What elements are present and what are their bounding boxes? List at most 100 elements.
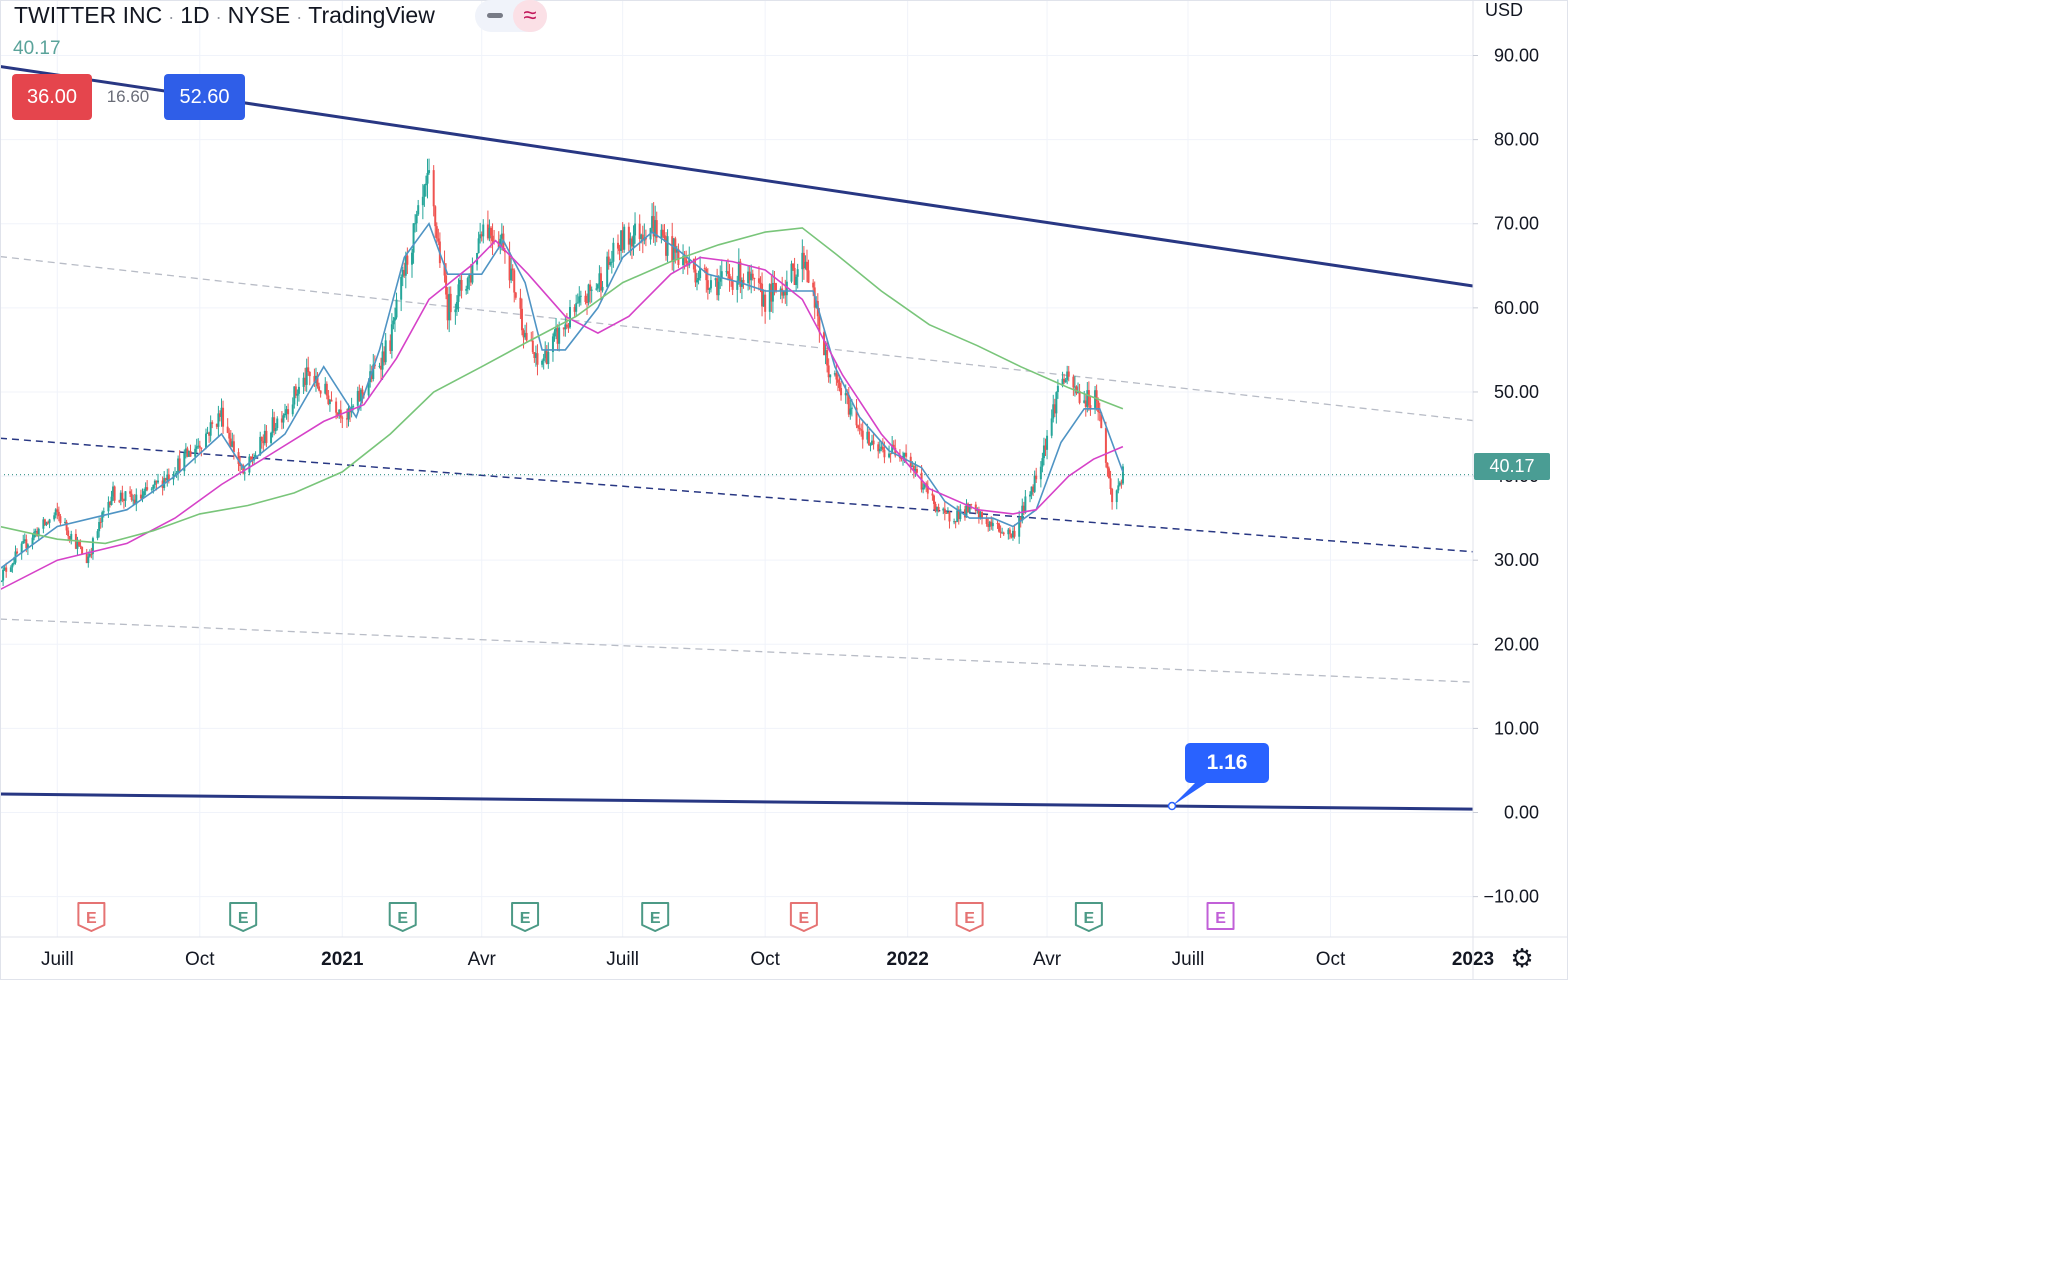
price-scale[interactable] xyxy=(1473,0,1568,980)
candle xyxy=(1120,479,1123,489)
candle xyxy=(638,214,641,251)
earnings-marker[interactable]: E xyxy=(955,902,984,932)
candle-body xyxy=(359,389,362,402)
time-scale[interactable] xyxy=(0,937,1568,980)
candle xyxy=(607,249,610,270)
earnings-marker[interactable]: E xyxy=(1074,902,1103,932)
approx-wave-icon[interactable]: ≈ xyxy=(513,0,547,32)
candle xyxy=(459,275,462,297)
candle-body xyxy=(957,510,960,520)
candle-body xyxy=(796,269,799,277)
candle-body xyxy=(59,516,62,524)
earnings-marker[interactable]: E xyxy=(511,902,540,932)
candle xyxy=(985,515,988,527)
earnings-marker[interactable]: E xyxy=(1206,902,1235,930)
candle-body xyxy=(1042,445,1045,459)
candle xyxy=(598,265,601,293)
candle-body xyxy=(858,427,861,430)
candle xyxy=(479,222,482,244)
candle-body xyxy=(840,387,843,396)
candle-body xyxy=(793,267,796,285)
low-value-box[interactable]: 36.00 xyxy=(12,74,92,120)
interval-label[interactable]: 1D xyxy=(180,2,210,28)
earnings-marker[interactable]: E xyxy=(388,902,417,932)
earnings-marker[interactable]: E xyxy=(641,902,670,932)
trendline-value-callout[interactable]: 1.16 xyxy=(1185,743,1269,783)
candle xyxy=(1041,452,1044,473)
candle-body xyxy=(177,458,180,474)
candle-body xyxy=(618,248,621,251)
candle-body xyxy=(1095,390,1098,401)
current-price-tag: 40.17 xyxy=(1474,453,1550,480)
candle-body xyxy=(466,278,469,289)
candle xyxy=(283,403,286,418)
candle xyxy=(302,372,305,395)
candle xyxy=(762,289,765,307)
earnings-marker[interactable]: E xyxy=(229,902,258,932)
candle-body xyxy=(632,235,635,247)
x-tick-label: 2021 xyxy=(321,949,364,970)
candle-body xyxy=(1011,530,1014,538)
x-tick-label: 2023 xyxy=(1452,949,1494,970)
candle-body xyxy=(144,487,147,492)
candle-body xyxy=(926,486,929,494)
candle-body xyxy=(307,367,310,372)
candle-body xyxy=(1075,386,1078,394)
candle-body xyxy=(697,277,700,280)
candle xyxy=(294,383,297,399)
candle-body xyxy=(195,446,198,449)
candle xyxy=(835,362,838,386)
trendline-0[interactable] xyxy=(0,64,1474,288)
candle-body xyxy=(347,408,350,420)
candle-body xyxy=(869,444,872,446)
candle xyxy=(757,266,760,291)
candle xyxy=(205,428,208,450)
symbol-header[interactable]: TWITTER INC · 1D · NYSE · TradingView xyxy=(14,2,435,29)
candle xyxy=(937,503,940,513)
candle-body xyxy=(661,229,664,236)
x-tick-label: Avr xyxy=(1033,949,1062,970)
candle-body xyxy=(1013,530,1016,537)
candle-body xyxy=(330,399,333,402)
candle xyxy=(855,399,858,429)
trendline-anchor[interactable] xyxy=(1167,801,1177,811)
candle-body xyxy=(742,279,745,284)
candle-body xyxy=(784,291,787,296)
trendline-1[interactable] xyxy=(0,792,1474,811)
candle-body xyxy=(25,539,28,549)
candle xyxy=(435,222,438,244)
candle-body xyxy=(807,270,810,283)
symbol-name[interactable]: TWITTER INC xyxy=(14,2,163,28)
candle xyxy=(144,482,147,496)
trendline-4[interactable] xyxy=(0,618,1474,683)
earnings-marker[interactable]: E xyxy=(77,902,106,932)
trendline-2[interactable] xyxy=(0,437,1474,553)
candle-body xyxy=(782,291,785,296)
candle xyxy=(838,375,841,392)
candle-body xyxy=(860,429,863,431)
candle-body xyxy=(53,515,56,520)
candle-body xyxy=(598,273,601,285)
candle-body xyxy=(393,317,396,321)
candle xyxy=(228,428,231,446)
candle-body xyxy=(923,483,926,488)
candle xyxy=(218,410,221,422)
gear-icon[interactable]: ⚙ xyxy=(1510,943,1534,973)
candle xyxy=(414,214,417,233)
minus-icon[interactable] xyxy=(487,13,503,18)
currency-label[interactable]: USD xyxy=(1485,0,1524,20)
candle-body xyxy=(271,417,274,433)
candle-body xyxy=(651,216,654,229)
candle xyxy=(220,398,223,427)
y-tick-label: 60.00 xyxy=(1494,298,1539,318)
earnings-marker[interactable]: E xyxy=(789,902,818,932)
candle xyxy=(590,286,593,303)
candle-body xyxy=(510,268,513,281)
candle-body xyxy=(423,185,426,197)
candle-body xyxy=(428,170,431,173)
candle-body xyxy=(98,521,101,532)
candle-body xyxy=(866,431,869,440)
candle-body xyxy=(424,183,427,186)
high-value-box[interactable]: 52.60 xyxy=(164,74,245,120)
